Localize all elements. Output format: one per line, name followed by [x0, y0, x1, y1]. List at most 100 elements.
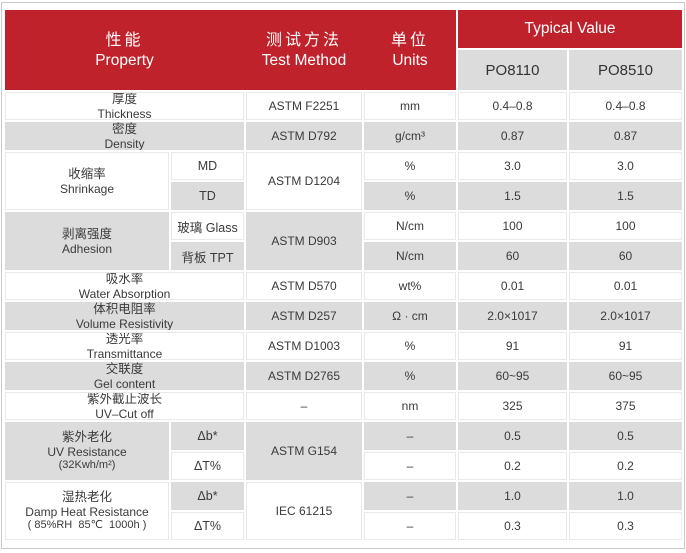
adhesion-en: Adhesion [61, 241, 113, 256]
damp-heat-db-po8510: 1.0 [569, 482, 682, 510]
uv-cut-off-property: 紫外截止波长 UV–Cut off [5, 392, 244, 420]
volume-resistivity-method: ASTM D257 [246, 302, 362, 330]
uv-resistance-note: (32Kwh/m²) [58, 459, 116, 472]
header-property-en: Property [95, 52, 154, 70]
water-absorption-unit: wt% [364, 272, 456, 300]
shrinkage-property: 收缩率 Shrinkage [5, 152, 169, 210]
thickness-method: ASTM F2251 [246, 92, 362, 120]
shrinkage-md-po8110: 3.0 [458, 152, 567, 180]
thickness-property: 厚度 Thickness [5, 92, 244, 120]
uv-cut-off-unit: nm [364, 392, 456, 420]
shrinkage-md-unit: % [364, 152, 456, 180]
uv-resistance-db-po8110: 0.5 [458, 422, 567, 450]
gel-content-po8510: 60~95 [569, 362, 682, 390]
uv-resistance-dt-po8110: 0.2 [458, 452, 567, 480]
uv-resistance-db-po8510: 0.5 [569, 422, 682, 450]
transmittance-property: 透光率 Transmittance [5, 332, 244, 360]
adhesion-method: ASTM D903 [246, 212, 362, 270]
header-units: 单位 Units [364, 10, 456, 90]
shrinkage-zh: 收缩率 [68, 166, 106, 181]
thickness-po8510: 0.4–0.8 [569, 92, 682, 120]
uv-resistance-db-unit: – [364, 422, 456, 450]
density-property: 密度 Density [5, 122, 244, 150]
damp-heat-sub-db: Δb* [171, 482, 244, 510]
header-test-method-en: Test Method [261, 52, 347, 70]
transmittance-zh: 透光率 [105, 332, 144, 346]
damp-heat-dt-po8510: 0.3 [569, 512, 682, 540]
shrinkage-td-unit: % [364, 182, 456, 210]
header-red-band [5, 10, 456, 90]
uv-resistance-method: ASTM G154 [246, 422, 362, 480]
shrinkage-method: ASTM D1204 [246, 152, 362, 210]
gel-content-method: ASTM D2765 [246, 362, 362, 390]
adhesion-tpt-po8510: 60 [569, 242, 682, 270]
water-absorption-method: ASTM D570 [246, 272, 362, 300]
water-absorption-en: Water Absorption [78, 286, 171, 300]
shrinkage-td-po8510: 1.5 [569, 182, 682, 210]
uv-resistance-zh: 紫外老化 [61, 429, 112, 444]
gel-content-en: Gel content [93, 376, 156, 390]
uv-cut-off-method: – [246, 392, 362, 420]
water-absorption-zh: 吸水率 [105, 272, 144, 286]
header-test-method-zh: 测试方法 [265, 31, 342, 49]
damp-heat-db-unit: – [364, 482, 456, 510]
transmittance-unit: % [364, 332, 456, 360]
gel-content-property: 交联度 Gel content [5, 362, 244, 390]
shrinkage-sub-md: MD [171, 152, 244, 180]
header-test-method: 测试方法 Test Method [246, 10, 362, 90]
thickness-en: Thickness [97, 106, 152, 120]
damp-heat-zh: 湿热老化 [61, 489, 112, 504]
adhesion-sub-tpt: 背板 TPT [171, 242, 244, 270]
water-absorption-po8110: 0.01 [458, 272, 567, 300]
damp-heat-dt-unit: – [364, 512, 456, 540]
water-absorption-po8510: 0.01 [569, 272, 682, 300]
header-property: 性能 Property [5, 10, 244, 90]
uv-resistance-property: 紫外老化 UV Resistance (32Kwh/m²) [5, 422, 169, 480]
gel-content-zh: 交联度 [105, 362, 144, 376]
water-absorption-property: 吸水率 Water Absorption [5, 272, 244, 300]
shrinkage-md-po8510: 3.0 [569, 152, 682, 180]
transmittance-po8110: 91 [458, 332, 567, 360]
damp-heat-property: 湿热老化 Damp Heat Resistance ( 85%RH 85℃ 10… [5, 482, 169, 540]
volume-resistivity-property: 体积电阻率 Volume Resistivity [5, 302, 244, 330]
adhesion-tpt-unit: N/cm [364, 242, 456, 270]
header-product-po8110: PO8110 [458, 50, 567, 90]
uv-cut-off-en: UV–Cut off [95, 406, 154, 420]
damp-heat-method: IEC 61215 [246, 482, 362, 540]
uv-cut-off-po8510: 375 [569, 392, 682, 420]
transmittance-po8510: 91 [569, 332, 682, 360]
shrinkage-en: Shrinkage [59, 181, 115, 196]
density-po8510: 0.87 [569, 122, 682, 150]
uv-resistance-en: UV Resistance [47, 445, 127, 460]
damp-heat-note: ( 85%RH 85℃ 1000h ) [27, 519, 147, 532]
density-en: Density [104, 136, 145, 150]
gel-content-po8110: 60~95 [458, 362, 567, 390]
adhesion-property: 剥离强度 Adhesion [5, 212, 169, 270]
adhesion-sub-glass: 玻璃 Glass [171, 212, 244, 240]
uv-resistance-sub-dt: ΔT% [171, 452, 244, 480]
adhesion-glass-po8510: 100 [569, 212, 682, 240]
uv-cut-off-po8110: 325 [458, 392, 567, 420]
adhesion-glass-unit: N/cm [364, 212, 456, 240]
header-product-po8510: PO8510 [569, 50, 682, 90]
volume-resistivity-po8110: 2.0×1017 [458, 302, 567, 330]
header-units-zh: 单位 [390, 31, 429, 49]
spec-table: 性能 Property 测试方法 Test Method 单位 Units Ty… [5, 10, 682, 540]
volume-resistivity-po8510: 2.0×1017 [569, 302, 682, 330]
damp-heat-db-po8110: 1.0 [458, 482, 567, 510]
shrinkage-sub-td: TD [171, 182, 244, 210]
thickness-po8110: 0.4–0.8 [458, 92, 567, 120]
volume-resistivity-zh: 体积电阻率 [93, 302, 156, 316]
damp-heat-en: Damp Heat Resistance [25, 505, 149, 520]
header-units-en: Units [392, 52, 428, 70]
density-po8110: 0.87 [458, 122, 567, 150]
transmittance-en: Transmittance [86, 346, 163, 360]
volume-resistivity-unit: Ω · cm [364, 302, 456, 330]
header-typical-value: Typical Value [458, 10, 682, 48]
density-method: ASTM D792 [246, 122, 362, 150]
adhesion-tpt-po8110: 60 [458, 242, 567, 270]
adhesion-zh: 剥离强度 [61, 226, 112, 241]
density-unit: g/cm³ [364, 122, 456, 150]
uv-resistance-dt-unit: – [364, 452, 456, 480]
